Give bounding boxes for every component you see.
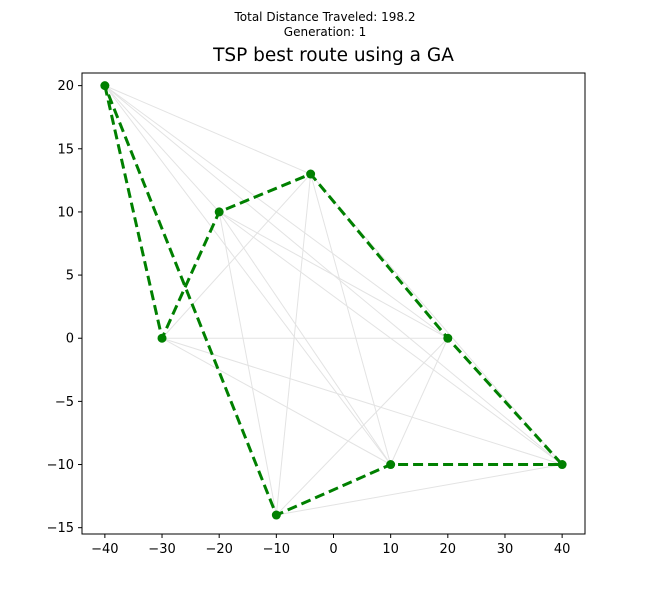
- background-edge: [161, 337, 563, 466]
- y-tick-label: 0: [66, 332, 74, 347]
- x-tick-label: −40: [91, 542, 118, 557]
- background-edge: [310, 173, 563, 465]
- city-marker: [214, 207, 224, 217]
- city-marker: [443, 333, 453, 343]
- background-edge: [310, 173, 392, 465]
- x-tick-label: −30: [148, 542, 175, 557]
- x-tick-label: 0: [329, 542, 337, 557]
- background-edge: [161, 173, 312, 339]
- cities: [100, 81, 567, 520]
- axes: −40 −30 −20 −10 0 10 20 30 40 −15 −10 −5 0 5 10 15 20: [47, 72, 586, 557]
- background-edge: [104, 85, 311, 175]
- background-edge: [275, 173, 312, 516]
- background-edge: [161, 337, 391, 465]
- x-tick-label: 40: [554, 542, 571, 557]
- best-route: [103, 85, 564, 517]
- background-edge: [218, 211, 277, 516]
- y-tick-label: 5: [66, 269, 74, 284]
- best-route-path: [103, 85, 564, 517]
- y-tick-label: −15: [47, 521, 74, 536]
- city-marker: [100, 81, 110, 91]
- background-edge: [218, 211, 449, 339]
- city-marker: [157, 333, 167, 343]
- x-tick-label: 20: [440, 542, 457, 557]
- background-edge: [390, 338, 449, 465]
- suptitle-total-distance: Total Distance Traveled: 198.2: [234, 10, 416, 24]
- x-tick-label: 30: [497, 542, 514, 557]
- chart-title: TSP best route using a GA: [213, 45, 454, 66]
- x-tick-label: 10: [382, 542, 399, 557]
- y-tick-label: 15: [57, 142, 74, 157]
- background-edge: [104, 85, 220, 213]
- suptitle-generation: Generation: 1: [283, 25, 367, 39]
- city-marker: [557, 460, 567, 470]
- background-edge: [218, 211, 563, 465]
- city-marker: [306, 169, 316, 179]
- background-edge: [275, 337, 449, 516]
- y-tick-label: −10: [47, 458, 74, 473]
- background-edge: [276, 464, 563, 516]
- y-tick-label: 20: [57, 79, 74, 94]
- x-tick-label: −20: [205, 542, 232, 557]
- background-edges: [104, 85, 563, 516]
- background-edge: [104, 85, 392, 465]
- city-marker: [271, 510, 281, 520]
- y-tick-label: −5: [55, 395, 74, 410]
- y-tick-label: 10: [57, 205, 74, 220]
- city-marker: [386, 460, 396, 470]
- x-tick-label: −10: [263, 542, 290, 557]
- background-edge: [218, 211, 392, 465]
